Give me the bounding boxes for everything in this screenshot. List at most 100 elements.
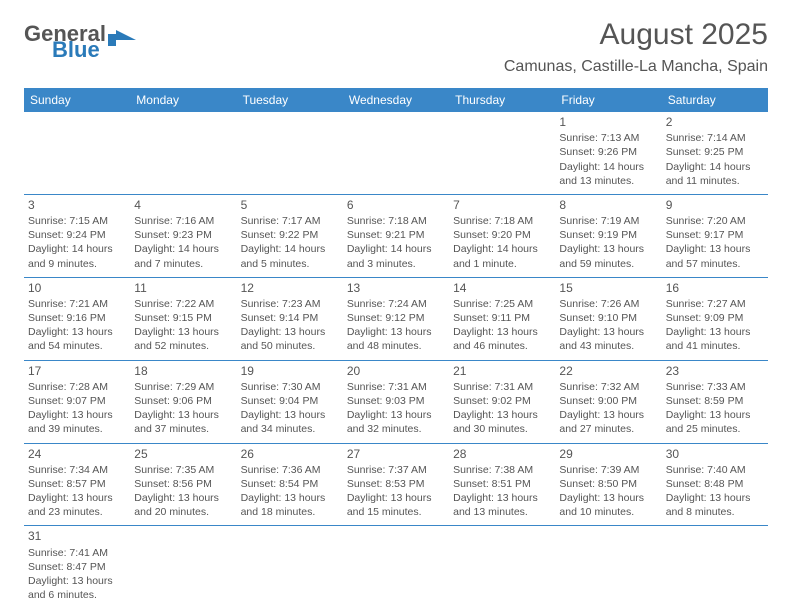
day-number: 3: [28, 197, 126, 213]
daylight-text: Daylight: 14 hours: [559, 160, 657, 174]
sunset-text: Sunset: 8:48 PM: [666, 477, 764, 491]
day-number: 14: [453, 280, 551, 296]
daylight-text: and 39 minutes.: [28, 422, 126, 436]
calendar-cell: 15Sunrise: 7:26 AMSunset: 9:10 PMDayligh…: [555, 277, 661, 360]
day-header: Friday: [555, 88, 661, 112]
daylight-text: and 11 minutes.: [666, 174, 764, 188]
daylight-text: Daylight: 14 hours: [666, 160, 764, 174]
calendar-cell: 22Sunrise: 7:32 AMSunset: 9:00 PMDayligh…: [555, 360, 661, 443]
sunrise-text: Sunrise: 7:22 AM: [134, 297, 232, 311]
calendar-cell: 11Sunrise: 7:22 AMSunset: 9:15 PMDayligh…: [130, 277, 236, 360]
daylight-text: Daylight: 13 hours: [559, 491, 657, 505]
sunset-text: Sunset: 8:54 PM: [241, 477, 339, 491]
sunset-text: Sunset: 9:07 PM: [28, 394, 126, 408]
sunrise-text: Sunrise: 7:25 AM: [453, 297, 551, 311]
calendar-cell-empty: [237, 526, 343, 608]
day-number: 4: [134, 197, 232, 213]
sunset-text: Sunset: 8:53 PM: [347, 477, 445, 491]
daylight-text: Daylight: 13 hours: [559, 242, 657, 256]
calendar-row: 31Sunrise: 7:41 AMSunset: 8:47 PMDayligh…: [24, 526, 768, 608]
daylight-text: and 46 minutes.: [453, 339, 551, 353]
day-header: Saturday: [662, 88, 768, 112]
calendar-cell: 10Sunrise: 7:21 AMSunset: 9:16 PMDayligh…: [24, 277, 130, 360]
calendar-row: 10Sunrise: 7:21 AMSunset: 9:16 PMDayligh…: [24, 277, 768, 360]
sunset-text: Sunset: 9:00 PM: [559, 394, 657, 408]
sunset-text: Sunset: 9:15 PM: [134, 311, 232, 325]
daylight-text: and 48 minutes.: [347, 339, 445, 353]
day-number: 26: [241, 446, 339, 462]
calendar-cell-empty: [555, 526, 661, 608]
sunset-text: Sunset: 8:57 PM: [28, 477, 126, 491]
calendar-cell: 24Sunrise: 7:34 AMSunset: 8:57 PMDayligh…: [24, 443, 130, 526]
day-number: 19: [241, 363, 339, 379]
daylight-text: and 34 minutes.: [241, 422, 339, 436]
calendar-cell: 3Sunrise: 7:15 AMSunset: 9:24 PMDaylight…: [24, 194, 130, 277]
calendar-cell: 4Sunrise: 7:16 AMSunset: 9:23 PMDaylight…: [130, 194, 236, 277]
day-number: 24: [28, 446, 126, 462]
day-number: 1: [559, 114, 657, 130]
calendar-cell: 2Sunrise: 7:14 AMSunset: 9:25 PMDaylight…: [662, 112, 768, 194]
daylight-text: Daylight: 13 hours: [453, 408, 551, 422]
day-number: 12: [241, 280, 339, 296]
daylight-text: and 23 minutes.: [28, 505, 126, 519]
sunset-text: Sunset: 9:11 PM: [453, 311, 551, 325]
daylight-text: Daylight: 13 hours: [241, 408, 339, 422]
day-number: 17: [28, 363, 126, 379]
sunrise-text: Sunrise: 7:30 AM: [241, 380, 339, 394]
calendar-table: SundayMondayTuesdayWednesdayThursdayFrid…: [24, 88, 768, 608]
daylight-text: and 13 minutes.: [453, 505, 551, 519]
daylight-text: Daylight: 13 hours: [241, 325, 339, 339]
sunrise-text: Sunrise: 7:28 AM: [28, 380, 126, 394]
day-number: 16: [666, 280, 764, 296]
daylight-text: Daylight: 13 hours: [134, 491, 232, 505]
day-header: Tuesday: [237, 88, 343, 112]
calendar-cell: 23Sunrise: 7:33 AMSunset: 8:59 PMDayligh…: [662, 360, 768, 443]
day-number: 28: [453, 446, 551, 462]
daylight-text: Daylight: 13 hours: [559, 408, 657, 422]
daylight-text: Daylight: 13 hours: [28, 325, 126, 339]
daylight-text: and 7 minutes.: [134, 257, 232, 271]
daylight-text: and 59 minutes.: [559, 257, 657, 271]
daylight-text: Daylight: 13 hours: [28, 491, 126, 505]
sunrise-text: Sunrise: 7:20 AM: [666, 214, 764, 228]
daylight-text: Daylight: 13 hours: [347, 491, 445, 505]
daylight-text: and 41 minutes.: [666, 339, 764, 353]
sunset-text: Sunset: 9:16 PM: [28, 311, 126, 325]
daylight-text: and 15 minutes.: [347, 505, 445, 519]
calendar-body: 1Sunrise: 7:13 AMSunset: 9:26 PMDaylight…: [24, 112, 768, 608]
calendar-cell-empty: [662, 526, 768, 608]
daylight-text: and 6 minutes.: [28, 588, 126, 602]
calendar-cell: 8Sunrise: 7:19 AMSunset: 9:19 PMDaylight…: [555, 194, 661, 277]
calendar-cell: 31Sunrise: 7:41 AMSunset: 8:47 PMDayligh…: [24, 526, 130, 608]
day-number: 15: [559, 280, 657, 296]
calendar-cell: 25Sunrise: 7:35 AMSunset: 8:56 PMDayligh…: [130, 443, 236, 526]
sunrise-text: Sunrise: 7:18 AM: [453, 214, 551, 228]
calendar-cell: 20Sunrise: 7:31 AMSunset: 9:03 PMDayligh…: [343, 360, 449, 443]
daylight-text: and 30 minutes.: [453, 422, 551, 436]
calendar-row: 24Sunrise: 7:34 AMSunset: 8:57 PMDayligh…: [24, 443, 768, 526]
day-number: 21: [453, 363, 551, 379]
daylight-text: and 1 minute.: [453, 257, 551, 271]
day-header-row: SundayMondayTuesdayWednesdayThursdayFrid…: [24, 88, 768, 112]
calendar-cell: 13Sunrise: 7:24 AMSunset: 9:12 PMDayligh…: [343, 277, 449, 360]
sunrise-text: Sunrise: 7:36 AM: [241, 463, 339, 477]
sunset-text: Sunset: 9:21 PM: [347, 228, 445, 242]
daylight-text: and 52 minutes.: [134, 339, 232, 353]
calendar-cell: 7Sunrise: 7:18 AMSunset: 9:20 PMDaylight…: [449, 194, 555, 277]
daylight-text: Daylight: 13 hours: [666, 325, 764, 339]
day-number: 27: [347, 446, 445, 462]
sunrise-text: Sunrise: 7:18 AM: [347, 214, 445, 228]
day-number: 18: [134, 363, 232, 379]
calendar-cell: 5Sunrise: 7:17 AMSunset: 9:22 PMDaylight…: [237, 194, 343, 277]
sunset-text: Sunset: 9:19 PM: [559, 228, 657, 242]
daylight-text: and 8 minutes.: [666, 505, 764, 519]
calendar-cell: 17Sunrise: 7:28 AMSunset: 9:07 PMDayligh…: [24, 360, 130, 443]
daylight-text: and 25 minutes.: [666, 422, 764, 436]
daylight-text: and 54 minutes.: [28, 339, 126, 353]
sunrise-text: Sunrise: 7:35 AM: [134, 463, 232, 477]
calendar-cell: 18Sunrise: 7:29 AMSunset: 9:06 PMDayligh…: [130, 360, 236, 443]
daylight-text: Daylight: 14 hours: [134, 242, 232, 256]
calendar-cell-empty: [343, 112, 449, 194]
daylight-text: Daylight: 14 hours: [241, 242, 339, 256]
sunrise-text: Sunrise: 7:19 AM: [559, 214, 657, 228]
